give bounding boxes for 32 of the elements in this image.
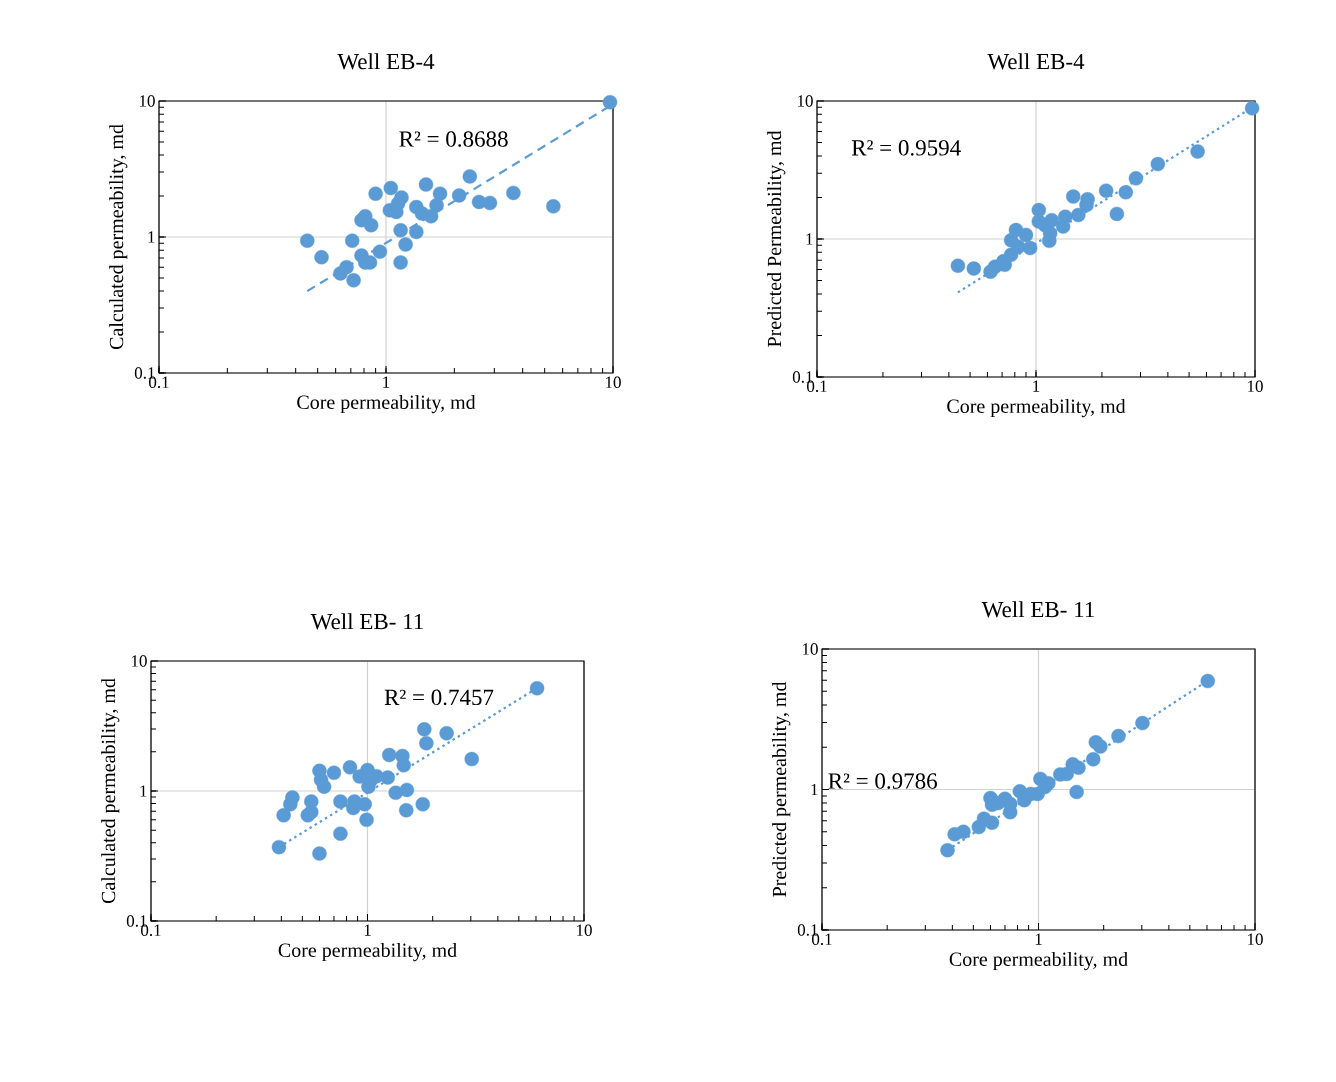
x-tick-label: 10 xyxy=(1248,933,1263,946)
annotation: R² = 0.8688 xyxy=(399,131,508,147)
y-tick-label: 1 xyxy=(148,231,155,243)
x-tick-label: 1 xyxy=(1033,380,1040,392)
y-tick-label: 1 xyxy=(811,783,818,796)
chart-title: Well EB-4 xyxy=(987,53,1085,70)
y-tick-label: 10 xyxy=(131,655,147,667)
y-tick-label: 10 xyxy=(802,643,818,655)
annotation: R² = 0.9786 xyxy=(828,773,937,789)
x-axis-title: Core permeability, md xyxy=(949,951,1128,971)
y-axis-title: Calculated permeability, md xyxy=(101,678,120,904)
x-axis-title: Core permeability, md xyxy=(278,942,457,962)
x-tick-label: 1 xyxy=(383,376,390,388)
x-tick-label: 1 xyxy=(1035,933,1042,945)
y-tick-label: 10 xyxy=(139,95,155,107)
annotation: R² = 0.7457 xyxy=(384,689,494,706)
y-tick-label: 1 xyxy=(806,233,813,245)
x-tick-label: 10 xyxy=(606,376,621,389)
chart-title: Well EB-4 xyxy=(337,53,435,70)
x-tick-label: 1 xyxy=(364,924,371,936)
x-tick-label: 10 xyxy=(576,924,592,937)
y-axis-title: Predicted permeability, md xyxy=(772,681,791,897)
y-tick-label: 1 xyxy=(140,785,147,797)
y-axis-title: Predicted Permeability, md xyxy=(767,130,786,347)
x-axis-title: Core permeability, md xyxy=(947,398,1126,418)
x-axis-title: Core permeability, md xyxy=(297,394,476,414)
annotation: R² = 0.9594 xyxy=(851,140,961,156)
chart-title: Well EB- 11 xyxy=(310,613,423,630)
x-tick-label: 10 xyxy=(1248,380,1263,393)
chart-title: Well EB- 11 xyxy=(981,601,1094,618)
y-axis-title: Calculated permeability, md xyxy=(109,124,128,350)
y-tick-label: 10 xyxy=(797,95,813,107)
